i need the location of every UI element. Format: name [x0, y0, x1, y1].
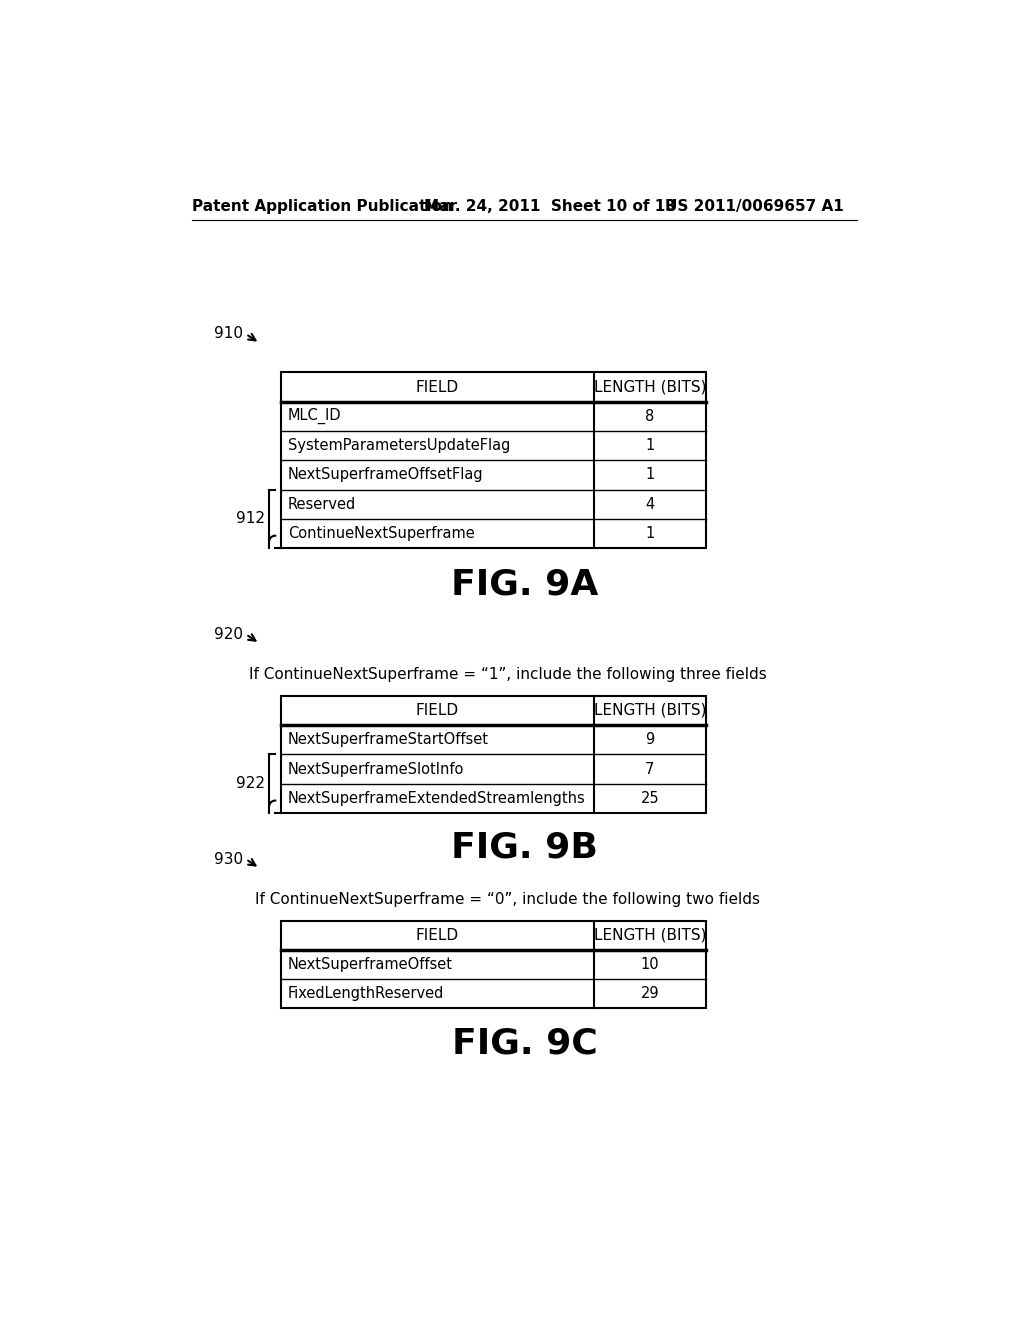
Text: FIELD: FIELD: [416, 380, 459, 395]
Text: NextSuperframeExtendedStreamlengths: NextSuperframeExtendedStreamlengths: [288, 791, 586, 805]
Text: 9: 9: [645, 733, 654, 747]
Text: FIG. 9A: FIG. 9A: [452, 568, 598, 602]
Text: 1: 1: [645, 438, 654, 453]
Text: 25: 25: [641, 791, 659, 805]
Text: If ContinueNextSuperframe = “1”, include the following three fields: If ContinueNextSuperframe = “1”, include…: [249, 667, 767, 682]
Bar: [282, 696, 707, 813]
Text: LENGTH (BITS): LENGTH (BITS): [594, 380, 707, 395]
Text: 912: 912: [237, 511, 265, 527]
Text: 4: 4: [645, 496, 654, 512]
Text: SystemParametersUpdateFlag: SystemParametersUpdateFlag: [288, 438, 510, 453]
Text: 930: 930: [214, 851, 243, 867]
Text: Patent Application Publication: Patent Application Publication: [193, 198, 453, 214]
Text: 8: 8: [645, 409, 654, 424]
Text: NextSuperframeOffsetFlag: NextSuperframeOffsetFlag: [288, 467, 483, 482]
Text: NextSuperframeStartOffset: NextSuperframeStartOffset: [288, 733, 488, 747]
Text: NextSuperframeOffset: NextSuperframeOffset: [288, 957, 453, 972]
Text: Reserved: Reserved: [288, 496, 356, 512]
Text: 922: 922: [237, 776, 265, 791]
Text: FIG. 9B: FIG. 9B: [452, 830, 598, 865]
Text: 910: 910: [214, 326, 243, 342]
Text: FIELD: FIELD: [416, 704, 459, 718]
Text: FixedLengthReserved: FixedLengthReserved: [288, 986, 444, 1002]
Bar: [282, 921, 707, 1008]
Text: US 2011/0069657 A1: US 2011/0069657 A1: [665, 198, 844, 214]
Text: 29: 29: [641, 986, 659, 1002]
Bar: [282, 372, 707, 548]
Text: LENGTH (BITS): LENGTH (BITS): [594, 928, 707, 942]
Text: Mar. 24, 2011  Sheet 10 of 13: Mar. 24, 2011 Sheet 10 of 13: [424, 198, 676, 214]
Text: 1: 1: [645, 525, 654, 541]
Text: 920: 920: [214, 627, 243, 642]
Text: FIELD: FIELD: [416, 928, 459, 942]
Text: MLC_ID: MLC_ID: [288, 408, 341, 425]
Text: ContinueNextSuperframe: ContinueNextSuperframe: [288, 525, 474, 541]
Text: LENGTH (BITS): LENGTH (BITS): [594, 704, 707, 718]
Text: FIG. 9C: FIG. 9C: [452, 1026, 598, 1060]
Text: 10: 10: [641, 957, 659, 972]
Text: NextSuperframeSlotInfo: NextSuperframeSlotInfo: [288, 762, 464, 776]
Text: 7: 7: [645, 762, 654, 776]
Text: 1: 1: [645, 467, 654, 482]
Text: If ContinueNextSuperframe = “0”, include the following two fields: If ContinueNextSuperframe = “0”, include…: [255, 891, 760, 907]
